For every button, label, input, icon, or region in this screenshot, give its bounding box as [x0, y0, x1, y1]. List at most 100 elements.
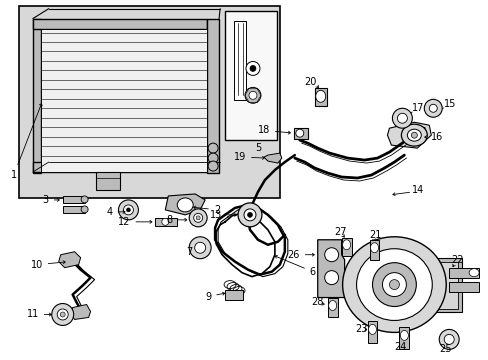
Text: 17: 17: [411, 103, 424, 113]
Ellipse shape: [118, 200, 138, 220]
Bar: [19, 6, 279, 198]
Ellipse shape: [397, 113, 407, 123]
Text: 6: 6: [275, 256, 315, 276]
Text: 21: 21: [369, 230, 381, 240]
Ellipse shape: [400, 330, 407, 340]
Text: 18: 18: [257, 125, 290, 135]
Ellipse shape: [52, 303, 74, 325]
Text: 11: 11: [26, 310, 51, 319]
Ellipse shape: [372, 263, 415, 306]
Text: 3: 3: [42, 195, 59, 205]
Ellipse shape: [57, 309, 68, 320]
Ellipse shape: [196, 216, 200, 220]
Ellipse shape: [189, 209, 207, 227]
Ellipse shape: [60, 312, 65, 317]
Ellipse shape: [245, 62, 260, 75]
Text: 13: 13: [209, 210, 236, 220]
Ellipse shape: [428, 104, 436, 112]
Text: 8: 8: [166, 215, 186, 225]
Ellipse shape: [123, 205, 133, 215]
Ellipse shape: [177, 198, 193, 212]
Ellipse shape: [244, 209, 255, 221]
Bar: [448, 268, 478, 278]
Text: 25: 25: [438, 345, 451, 354]
Ellipse shape: [356, 249, 431, 320]
Text: 5: 5: [254, 143, 261, 153]
Text: 1: 1: [11, 104, 42, 180]
Bar: [33, 19, 207, 28]
Bar: [327, 298, 337, 318]
Text: 19: 19: [233, 152, 264, 162]
Ellipse shape: [468, 269, 478, 276]
Ellipse shape: [208, 161, 218, 171]
Bar: [62, 206, 84, 213]
Ellipse shape: [328, 301, 336, 310]
Text: 10: 10: [30, 260, 65, 270]
Polygon shape: [59, 252, 81, 268]
Ellipse shape: [238, 203, 262, 227]
Bar: [207, 19, 219, 173]
Bar: [369, 240, 379, 260]
Ellipse shape: [248, 91, 256, 99]
Ellipse shape: [81, 196, 88, 203]
Ellipse shape: [324, 271, 338, 285]
Bar: [224, 289, 243, 300]
Bar: [341, 238, 351, 256]
Bar: [33, 19, 41, 173]
Ellipse shape: [370, 243, 378, 253]
Ellipse shape: [162, 219, 168, 225]
Text: 4: 4: [106, 207, 125, 217]
Text: 24: 24: [394, 342, 406, 352]
Polygon shape: [317, 240, 344, 298]
Text: 9: 9: [205, 292, 224, 302]
Text: 20: 20: [303, 77, 316, 87]
Polygon shape: [71, 305, 90, 319]
Ellipse shape: [392, 108, 411, 128]
Polygon shape: [386, 122, 430, 148]
Bar: [95, 172, 120, 190]
Ellipse shape: [407, 129, 421, 141]
Ellipse shape: [194, 242, 205, 253]
Ellipse shape: [342, 237, 446, 332]
Ellipse shape: [438, 329, 458, 349]
Ellipse shape: [193, 213, 202, 222]
Bar: [293, 128, 307, 139]
Polygon shape: [264, 153, 281, 163]
Ellipse shape: [443, 334, 453, 345]
Bar: [33, 162, 207, 172]
Ellipse shape: [249, 66, 255, 71]
Text: 16: 16: [424, 132, 443, 142]
Ellipse shape: [208, 143, 218, 153]
Ellipse shape: [126, 208, 130, 212]
Ellipse shape: [410, 132, 416, 138]
Text: 22: 22: [450, 255, 463, 265]
Bar: [155, 218, 177, 226]
Text: 26: 26: [287, 250, 314, 260]
Bar: [41, 28, 207, 172]
Ellipse shape: [315, 90, 325, 102]
Ellipse shape: [324, 248, 338, 262]
Ellipse shape: [189, 237, 211, 259]
Bar: [234, 21, 245, 100]
Bar: [407, 258, 461, 312]
Ellipse shape: [368, 324, 376, 334]
Bar: [410, 262, 457, 309]
Bar: [399, 328, 408, 349]
Text: 7: 7: [186, 247, 192, 257]
Text: 15: 15: [443, 99, 456, 109]
Ellipse shape: [247, 212, 252, 217]
Ellipse shape: [424, 99, 441, 117]
Bar: [224, 11, 276, 140]
Bar: [448, 282, 478, 292]
Ellipse shape: [342, 240, 350, 250]
Bar: [62, 196, 84, 203]
Ellipse shape: [295, 129, 303, 137]
Text: 2: 2: [193, 205, 220, 215]
Text: 27: 27: [334, 227, 346, 237]
Text: 28: 28: [311, 297, 324, 306]
Ellipse shape: [81, 206, 88, 213]
Ellipse shape: [401, 124, 427, 146]
Text: 23: 23: [355, 324, 367, 334]
Bar: [314, 88, 326, 106]
Text: 12: 12: [118, 217, 152, 227]
